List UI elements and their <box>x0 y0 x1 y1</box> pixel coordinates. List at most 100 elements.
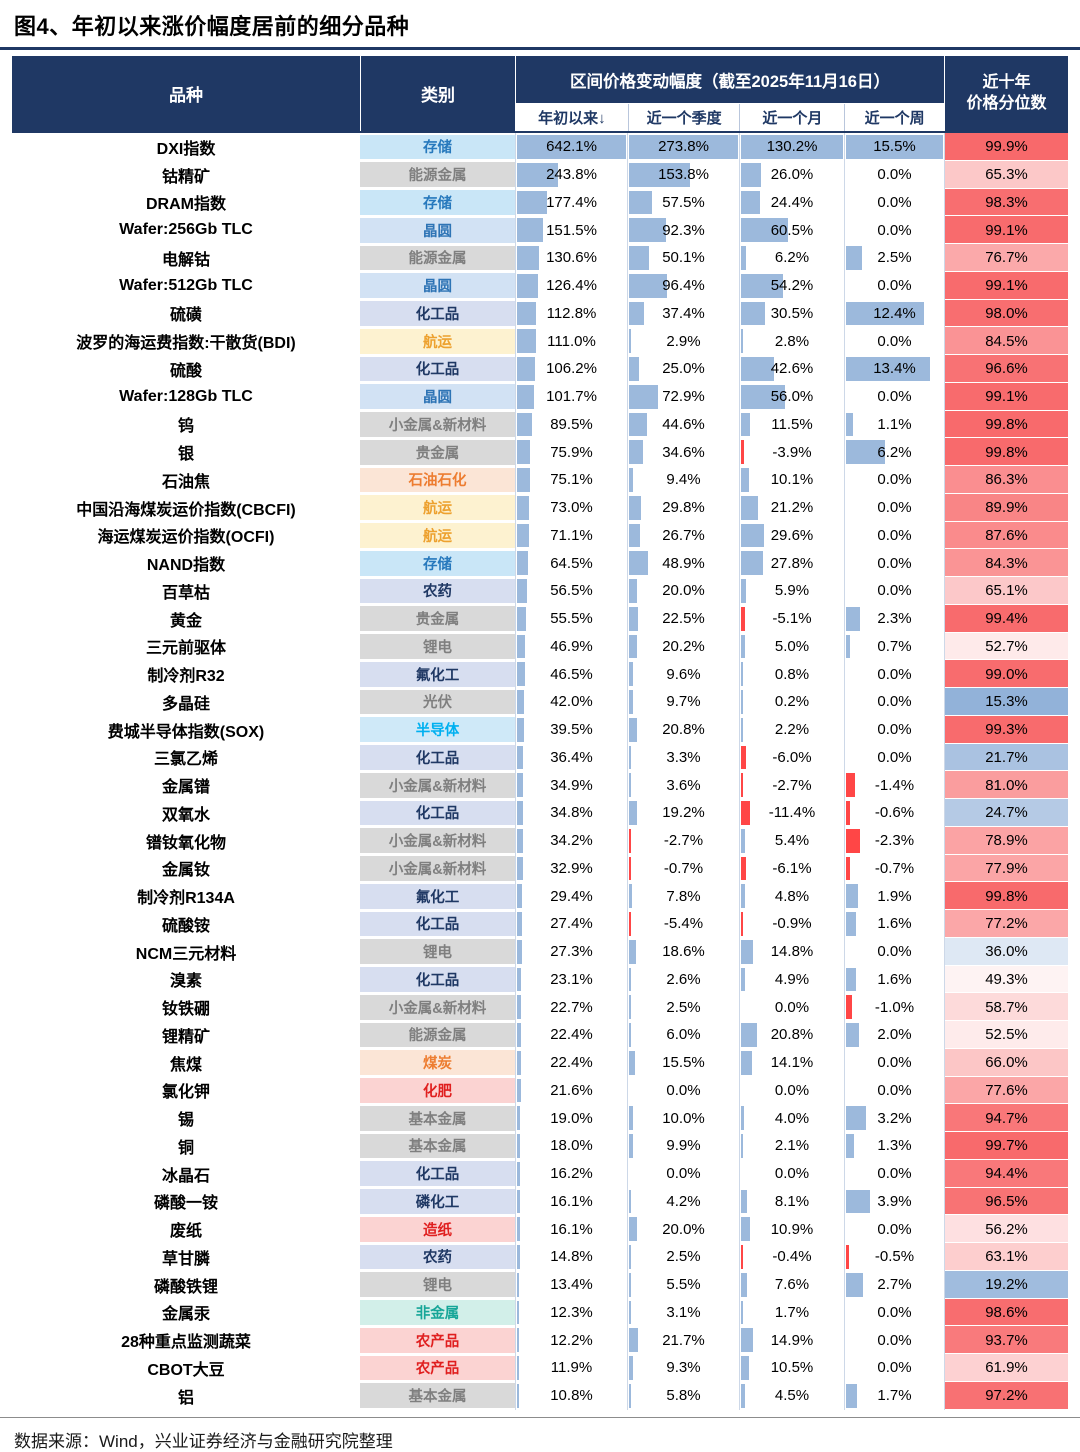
month-cell: 5.9% <box>739 577 844 605</box>
week-value: 13.4% <box>873 360 916 378</box>
quarter-value: 25.0% <box>662 360 705 378</box>
product-name: 金属汞 <box>161 1306 210 1324</box>
percentile-heat-fill <box>945 910 1068 937</box>
percentile-heat-fill <box>945 382 1068 410</box>
quarter-cell: 153.8% <box>627 160 739 189</box>
category-badge: 能源金属 <box>360 162 515 187</box>
product-name: 多晶硅 <box>161 695 210 713</box>
category-badge: 氟化工 <box>360 661 515 687</box>
table-row: 海运煤炭运价指数(OCFI) 航运 71.1% 26.7% 29.6% 0.0% 87.6% <box>12 521 1068 550</box>
value-bar <box>517 135 626 159</box>
value-bar <box>517 1217 520 1241</box>
category-badge: 化工品 <box>360 911 515 937</box>
ytd-cell: 27.4% <box>515 910 627 938</box>
value-bar <box>517 1245 520 1269</box>
percentile-heat-fill <box>945 216 1068 243</box>
header-range-title: 区间价格变动幅度（截至2025年11月16日） <box>516 56 944 105</box>
quarter-value: 2.5% <box>666 998 701 1016</box>
percentile-heat-fill <box>945 521 1068 549</box>
value-bar <box>846 1023 859 1047</box>
value-bar <box>629 1328 638 1352</box>
month-value: -11.4% <box>768 804 816 822</box>
quarter-cell: 15.5% <box>627 1048 739 1077</box>
value-bar <box>629 1300 631 1325</box>
month-cell: -5.1% <box>739 604 844 633</box>
percentile-cell: 99.0% <box>944 660 1068 688</box>
percentile-cell: 19.2% <box>944 1270 1068 1299</box>
ytd-value: 16.1% <box>550 1192 593 1210</box>
quarter-value: 9.3% <box>666 1359 701 1377</box>
value-bar <box>741 329 744 353</box>
week-cell: 13.4% <box>844 355 944 383</box>
percentile-heat-fill <box>945 466 1068 493</box>
percentile-heat-fill <box>945 826 1068 854</box>
value-bar <box>517 440 530 464</box>
value-bar <box>741 662 743 686</box>
quarter-value: -5.4% <box>663 915 704 933</box>
week-value: 1.6% <box>877 970 912 988</box>
table-row: 溴素 化工品 23.1% 2.6% 4.9% 1.6% 49.3% <box>12 965 1068 994</box>
value-bar <box>517 412 533 437</box>
month-value: 4.9% <box>774 970 810 988</box>
ytd-value: 22.7% <box>550 998 593 1016</box>
percentile-value: 99.1% <box>985 388 1028 406</box>
ytd-value: 642.1% <box>546 138 597 156</box>
month-value: 54.2% <box>770 277 814 295</box>
week-cell: 3.2% <box>844 1104 944 1132</box>
value-bar <box>517 551 528 575</box>
ytd-value: 42.0% <box>550 693 593 711</box>
percentile-heat-fill <box>945 937 1068 965</box>
value-bar <box>846 1134 855 1158</box>
value-bar <box>517 773 523 797</box>
category-badge: 锂电 <box>360 939 515 964</box>
percentile-cell: 96.5% <box>944 1187 1068 1216</box>
value-bar <box>741 1050 753 1075</box>
value-bar <box>741 495 758 520</box>
value-bar <box>517 301 537 326</box>
value-bar <box>629 495 641 520</box>
week-cell: 0.0% <box>844 188 944 217</box>
percentile-cell: 99.4% <box>944 604 1068 633</box>
week-value: 3.9% <box>877 1192 912 1210</box>
percentile-cell: 24.7% <box>944 799 1068 827</box>
month-cell: 60.5% <box>739 216 844 244</box>
percentile-heat-fill <box>945 1270 1068 1298</box>
value-bar <box>517 717 524 742</box>
value-bar <box>629 301 644 326</box>
percentile-heat-fill <box>945 577 1068 604</box>
percentile-heat-fill <box>945 743 1068 771</box>
product-name: 双氧水 <box>161 806 210 824</box>
ytd-value: 11.9% <box>550 1359 593 1377</box>
week-value: 0.0% <box>877 221 912 239</box>
ytd-cell: 27.3% <box>515 937 627 966</box>
month-cell: 0.8% <box>739 660 844 688</box>
week-value: 0.0% <box>877 277 912 295</box>
value-bar <box>629 551 649 575</box>
value-bar <box>629 606 638 631</box>
month-cell: 2.1% <box>739 1132 844 1160</box>
week-value: 1.1% <box>877 415 912 433</box>
ytd-value: 55.5% <box>550 610 593 628</box>
product-name: 焦煤 <box>169 1056 202 1074</box>
category-cell: 石油石化 <box>360 466 515 494</box>
month-cell: -11.4% <box>739 799 844 827</box>
quarter-value: 0.0% <box>666 1165 701 1183</box>
footer-rule <box>0 1416 1080 1418</box>
percentile-value: 56.2% <box>985 1220 1028 1238</box>
month-cell: 4.5% <box>739 1381 844 1410</box>
value-bar <box>517 939 522 964</box>
percentile-value: 99.1% <box>985 277 1028 295</box>
value-bar <box>517 384 535 409</box>
category-cell: 化工品 <box>360 300 515 328</box>
value-bar <box>517 495 530 520</box>
ytd-cell: 112.8% <box>515 299 627 328</box>
table-row: 硫磺 化工品 112.8% 37.4% 30.5% 12.4% 98.0% <box>12 299 1068 328</box>
value-bar <box>741 939 753 964</box>
week-cell: 0.0% <box>844 577 944 605</box>
quarter-cell: 22.5% <box>627 604 739 633</box>
percentile-value: 99.8% <box>985 887 1028 905</box>
percentile-value: 52.5% <box>985 1026 1028 1044</box>
ytd-value: 111.0% <box>547 332 596 350</box>
category-badge: 锂电 <box>360 1272 515 1297</box>
value-bar <box>517 218 543 242</box>
